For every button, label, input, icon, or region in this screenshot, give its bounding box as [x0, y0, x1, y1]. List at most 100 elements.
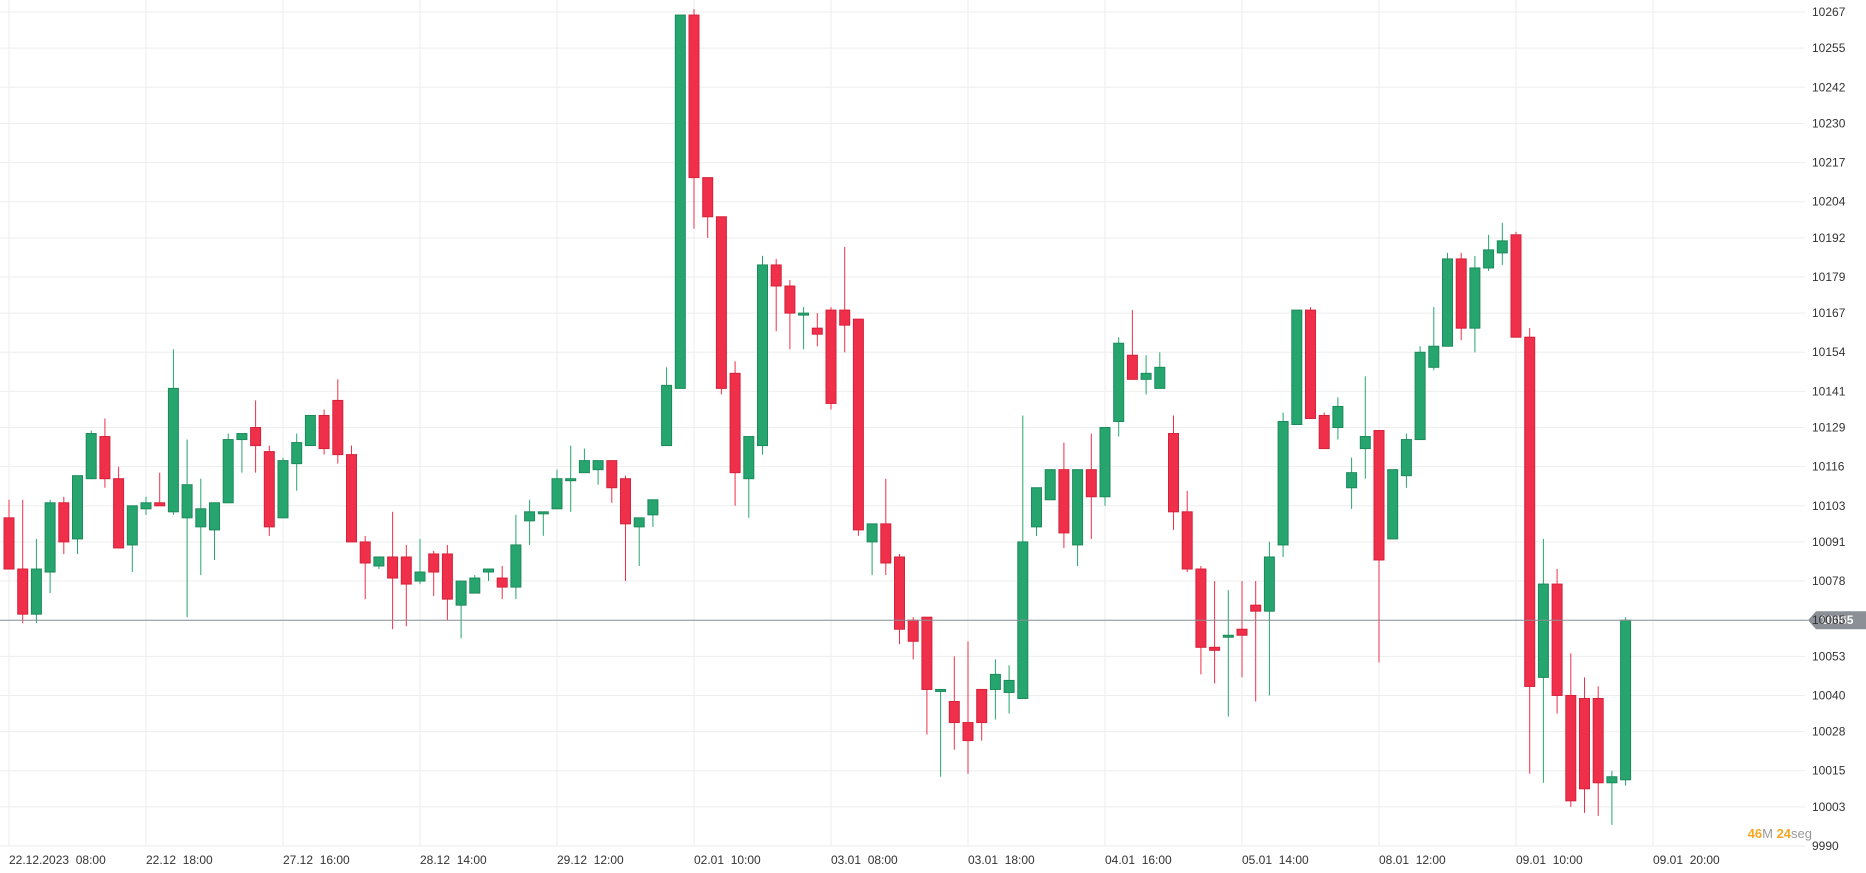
candle-body [1332, 405, 1344, 429]
candle-body [140, 502, 152, 510]
candle-body [524, 511, 536, 522]
candle-down [154, 472, 166, 507]
candle-down [894, 553, 905, 645]
candle-up [524, 499, 536, 545]
candle-body [1031, 487, 1042, 528]
y-tick-label: 10028 [1812, 725, 1846, 739]
candle-body [1003, 679, 1015, 693]
candle-body [181, 484, 193, 519]
candle-down [113, 466, 125, 549]
candle-body [948, 700, 960, 724]
candle-body [1428, 345, 1440, 368]
candle-body [195, 508, 207, 528]
candle-up [1291, 309, 1303, 426]
candle-body [291, 442, 303, 465]
candle-down [688, 9, 700, 229]
candle-down [263, 445, 275, 536]
timer-seconds-unit: seg [1791, 826, 1812, 841]
candle-body [1195, 568, 1207, 648]
candle-body [1263, 556, 1275, 612]
candle-down [250, 400, 262, 473]
candle-body [44, 502, 56, 573]
y-tick-label: 10091 [1812, 535, 1846, 549]
candle-body [1346, 472, 1358, 489]
candle-up [1140, 355, 1152, 395]
candle-body [318, 414, 330, 450]
candle-body [1400, 439, 1412, 477]
candle-down [880, 478, 892, 576]
candle-up [140, 496, 152, 515]
candle-body [1250, 604, 1262, 612]
candle-up [167, 349, 179, 515]
y-tick-label: 10040 [1812, 688, 1846, 702]
candle-body [209, 502, 220, 531]
x-tick-label: 05.01 14:00 [1242, 853, 1309, 867]
candle-body [989, 673, 1001, 690]
candle-down [907, 617, 919, 660]
candle-body [387, 556, 399, 579]
candle-body [510, 544, 522, 588]
candle-body [894, 556, 905, 630]
candle-body [1510, 234, 1522, 338]
y-tick-label: 10103 [1812, 499, 1846, 513]
candle-down [400, 544, 412, 627]
candle-body [1277, 420, 1289, 546]
candle-body [304, 414, 316, 447]
candle-body [551, 478, 563, 510]
candle-up [510, 514, 522, 600]
candle-down [1305, 307, 1316, 419]
candle-up [304, 414, 316, 447]
candle-down [99, 418, 111, 488]
candle-body [1168, 433, 1179, 513]
candle-down [1592, 686, 1604, 816]
price-axis[interactable]: 9990 10003 10015 10028 10040 10053 10065 10078 1… [1812, 5, 1846, 853]
candle-up [1620, 617, 1632, 786]
candle-down [1455, 252, 1467, 341]
candle-up [1606, 770, 1618, 825]
candle-body [1524, 336, 1536, 687]
y-tick-label: 10179 [1812, 270, 1846, 284]
candle-body [58, 502, 70, 543]
candle-body [537, 511, 549, 515]
candle-up [1496, 222, 1508, 265]
candle-body [1140, 372, 1152, 380]
candle-down [428, 550, 440, 597]
candle-body [1236, 628, 1248, 636]
candle-up [989, 659, 1001, 720]
candle-up [483, 568, 494, 582]
candle-body [455, 580, 467, 606]
candle-body [798, 312, 810, 316]
candle-body [743, 436, 755, 480]
candle-body [1606, 776, 1618, 784]
candle-down [1058, 442, 1070, 548]
timer-minutes-unit: M [1762, 826, 1773, 841]
candle-body [770, 264, 782, 287]
candle-up [44, 499, 56, 594]
candle-down [1579, 677, 1590, 813]
candle-up [277, 457, 289, 519]
candle-body [757, 264, 768, 447]
candle-down [1551, 569, 1563, 714]
y-tick-label: 10242 [1812, 80, 1846, 94]
time-axis[interactable]: 22.12.2023 08:00 22.12 18:00 27.12 16:00 28… [9, 853, 1720, 867]
candle-body [373, 556, 385, 567]
candle-body [921, 616, 933, 690]
candle-up [126, 505, 138, 573]
x-tick-label: 08.01 12:00 [1379, 853, 1446, 867]
candle-body [1387, 469, 1399, 540]
y-tick-label: 10230 [1812, 116, 1846, 130]
candle-down [1373, 430, 1385, 663]
candle-body [1291, 309, 1303, 426]
candle-body [1113, 342, 1125, 422]
candle-body [1044, 469, 1056, 501]
candle-body [263, 451, 275, 528]
candle-body [935, 688, 947, 692]
current-price-tag [1808, 611, 1866, 630]
candle-down [606, 460, 618, 503]
candle-body [1154, 366, 1166, 389]
candle-body [1305, 309, 1316, 419]
candle-body [661, 384, 673, 447]
y-tick-label: 9990 [1812, 839, 1839, 853]
y-tick-label: 10065 [1812, 613, 1846, 627]
